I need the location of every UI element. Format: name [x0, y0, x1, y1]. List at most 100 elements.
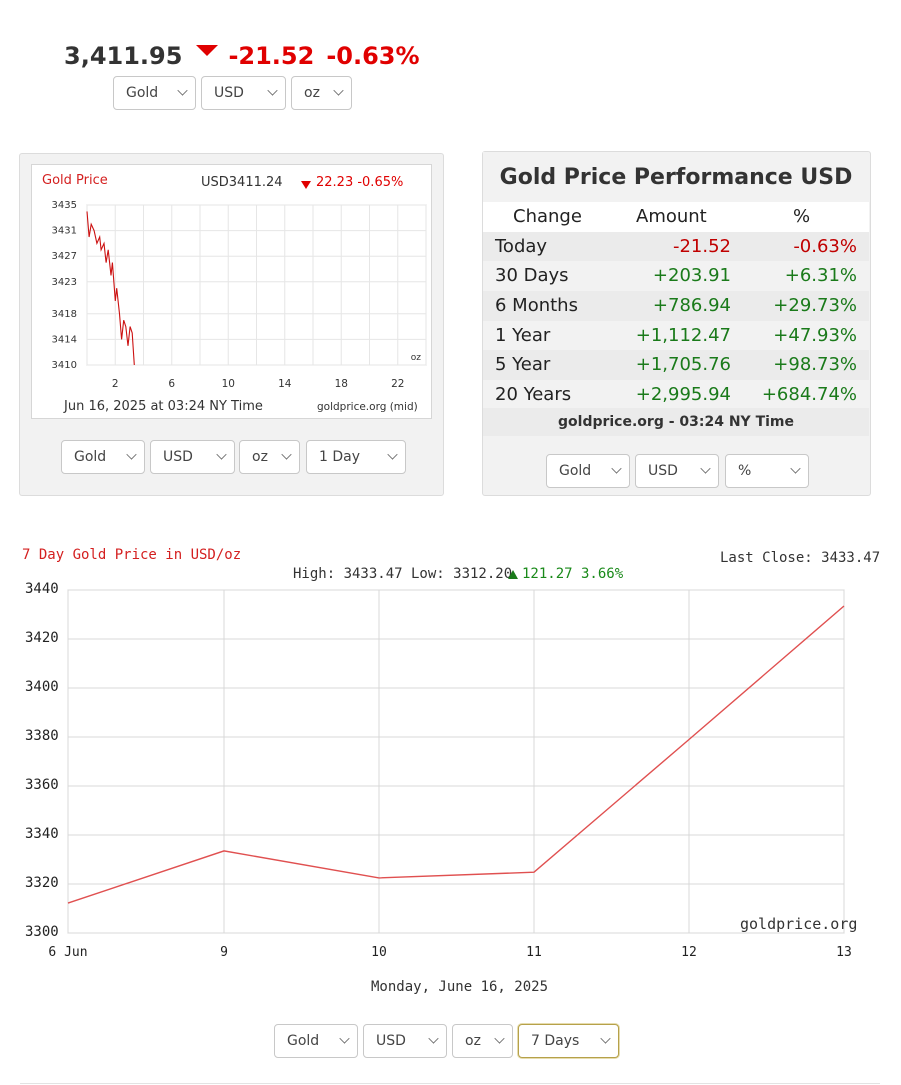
last-close: Last Close: 3433.47 [720, 550, 881, 566]
perf-metal-select[interactable]: Gold [546, 454, 630, 488]
small-range-select[interactable]: 1 Day [306, 440, 406, 474]
performance-row: 5 Year +1,705.76 +98.73% [483, 350, 869, 381]
row-percent: -0.63% [793, 235, 857, 257]
perf-currency-select[interactable]: USD [635, 454, 719, 488]
small-currency-select[interactable]: USD [150, 440, 235, 474]
row-percent: +98.73% [773, 354, 857, 376]
big-x-tick: 10 [371, 945, 387, 960]
perf-metal-value: Gold [559, 463, 592, 479]
small-price-line [86, 211, 135, 366]
chevron-down-icon [600, 1033, 611, 1044]
big-price-line [67, 605, 845, 904]
row-label: 6 Months [495, 295, 578, 317]
big-unit-select[interactable]: oz [452, 1024, 513, 1058]
row-label: 1 Year [495, 324, 551, 346]
performance-row: 1 Year +1,112.47 +47.93% [483, 321, 869, 351]
small-y-tick: 3431 [52, 226, 77, 237]
row-amount: +2,995.94 [635, 384, 731, 406]
big-y-tick: 3440 [25, 581, 59, 597]
big-metal-select[interactable]: Gold [274, 1024, 358, 1058]
chevron-down-icon [494, 1033, 505, 1044]
perf-unit-value: % [738, 463, 752, 479]
chart-date-label: Monday, June 16, 2025 [371, 979, 549, 995]
small-unit-label: oz [411, 353, 422, 363]
small-x-tick: 2 [112, 378, 119, 390]
column-header-percent: % [793, 206, 811, 227]
performance-header-row: Change Amount % [483, 202, 869, 232]
big-y-tick: 3320 [25, 875, 59, 891]
perf-currency-value: USD [648, 463, 678, 479]
small-metal-value: Gold [74, 449, 107, 465]
up-arrow-icon [508, 570, 518, 579]
small-chart-source: goldprice.org (mid) [317, 401, 418, 413]
big-x-tick: 9 [220, 945, 228, 960]
small-metal-select[interactable]: Gold [61, 440, 145, 474]
big-x-tick: 13 [836, 945, 852, 960]
row-percent: +684.74% [761, 384, 857, 406]
small-x-tick: 10 [222, 378, 235, 390]
chevron-down-icon [339, 1033, 350, 1044]
stats-change: 121.27 3.66% [522, 566, 624, 582]
price-change: -21.52 [228, 42, 315, 70]
small-unit-value: oz [252, 449, 268, 465]
big-y-tick: 3360 [25, 777, 59, 793]
big-currency-select[interactable]: USD [363, 1024, 447, 1058]
high-low-stats: High: 3433.47 Low: 3312.20 [293, 566, 513, 582]
big-y-tick: 3340 [25, 826, 59, 842]
big-y-tick: 3300 [25, 924, 59, 940]
current-price: 3,411.95 [64, 42, 183, 70]
unit-select-value: oz [304, 85, 320, 101]
big-y-tick: 3420 [25, 630, 59, 646]
small-y-tick: 3418 [52, 309, 77, 320]
big-unit-value: oz [465, 1033, 481, 1049]
performance-row: 30 Days +203.91 +6.31% [483, 261, 869, 291]
row-amount: -21.52 [672, 235, 731, 257]
small-x-tick: 14 [278, 378, 292, 390]
row-percent: +47.93% [773, 324, 857, 346]
small-y-tick: 3410 [52, 360, 77, 371]
performance-row: Today -21.52 -0.63% [483, 231, 869, 262]
currency-select-value: USD [214, 85, 244, 101]
performance-table: Change Amount % Today -21.52 -0.63% 30 Days… [483, 202, 869, 410]
small-chart: Gold Price USD3411.24 22.23 -0.65% 3435 3… [31, 164, 432, 419]
big-chart-plot [67, 589, 845, 934]
currency-select[interactable]: USD [201, 76, 286, 110]
row-amount: +1,705.76 [635, 354, 731, 376]
small-x-tick: 6 [168, 378, 175, 390]
big-metal-value: Gold [287, 1033, 320, 1049]
row-amount: +203.91 [652, 265, 731, 287]
big-y-tick: 3400 [25, 679, 59, 695]
small-chart-quote-change: 22.23 -0.65% [316, 175, 404, 190]
metal-select[interactable]: Gold [113, 76, 196, 110]
big-range-select[interactable]: 7 Days [518, 1024, 619, 1058]
bottom-divider [20, 1083, 880, 1084]
small-currency-value: USD [163, 449, 193, 465]
down-arrow-icon [196, 44, 219, 56]
performance-row: 20 Years +2,995.94 +684.74% [483, 380, 869, 410]
big-currency-value: USD [376, 1033, 406, 1049]
small-y-tick: 3414 [52, 334, 77, 345]
chart-watermark: goldprice.org [740, 915, 858, 933]
performance-source: goldprice.org - 03:24 NY Time [483, 408, 869, 436]
price-header: 3,411.95 -21.52 -0.63% [64, 38, 420, 74]
perf-unit-select[interactable]: % [725, 454, 809, 488]
big-y-tick: 3380 [25, 728, 59, 744]
price-change-percent: -0.63% [326, 42, 420, 70]
row-percent: +29.73% [773, 295, 857, 317]
performance-title: Gold Price Performance USD [483, 152, 869, 202]
column-header-change: Change [513, 206, 582, 227]
row-label: Today [495, 235, 548, 257]
big-chart-title: 7 Day Gold Price in USD/oz [22, 547, 242, 563]
small-unit-select[interactable]: oz [239, 440, 300, 474]
big-x-tick: 12 [681, 945, 697, 960]
small-chart-plot: 3435 3431 3427 3423 3418 3414 3410 2 6 10 14 18 22 oz [52, 200, 427, 390]
unit-select[interactable]: oz [291, 76, 352, 110]
small-chart-title: Gold Price [42, 173, 108, 188]
column-header-amount: Amount [636, 206, 707, 227]
small-chart-timestamp: Jun 16, 2025 at 03:24 NY Time [64, 399, 263, 414]
big-plot-frame [67, 589, 845, 934]
row-label: 5 Year [495, 354, 551, 376]
row-percent: +6.31% [784, 265, 857, 287]
small-range-value: 1 Day [319, 449, 361, 465]
row-label: 20 Years [495, 384, 572, 406]
